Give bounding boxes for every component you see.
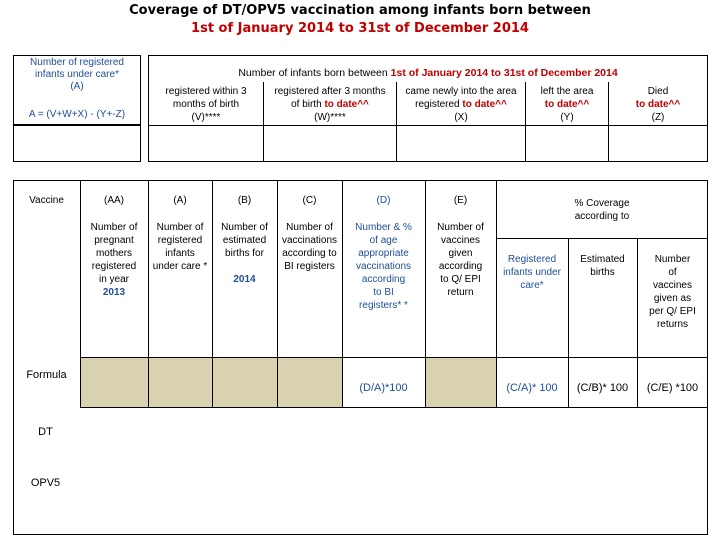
col-y-line1: left the area bbox=[540, 86, 594, 97]
coverage-header-l1: % Coverage bbox=[574, 198, 630, 209]
vaccine-header: Vaccine bbox=[29, 195, 64, 206]
col-w-line2-date: to date^^ bbox=[324, 99, 369, 110]
registered-infants-value-box bbox=[13, 125, 141, 162]
registered-infants-box bbox=[13, 55, 141, 125]
col-v-code: (V)**** bbox=[191, 112, 221, 123]
row-dt-label: DT bbox=[38, 426, 53, 438]
births-breakdown-table bbox=[148, 55, 708, 162]
cov-registered-l3: care* bbox=[520, 280, 544, 291]
page-title: Coverage of DT/OPV5 vaccination among in… bbox=[129, 3, 591, 18]
formula-shaded-cells-a bbox=[80, 357, 342, 407]
cov-qepi-l2: of bbox=[668, 267, 677, 278]
col-a-l4: under care * bbox=[152, 261, 208, 272]
col-a-l1: Number of bbox=[156, 222, 204, 233]
cov-estimated-l1: Estimated bbox=[580, 254, 625, 265]
cov-estimated-l2: births bbox=[590, 267, 615, 278]
col-e-code: (E) bbox=[453, 195, 468, 206]
col-w-line2-text: of birth bbox=[291, 99, 322, 110]
col-d-l1: Number & % bbox=[355, 222, 412, 233]
cov-qepi-l4: given as bbox=[653, 293, 692, 304]
col-x-line1: came newly into the area bbox=[405, 86, 517, 97]
formula-shaded-cell-e bbox=[425, 357, 496, 407]
col-c-l2: vaccinations bbox=[281, 235, 338, 246]
col-d-l7: registers* * bbox=[359, 300, 408, 311]
col-aa-l5: in year bbox=[98, 274, 129, 285]
col-e-l1: Number of bbox=[437, 222, 484, 233]
col-x-line2-date: to date^^ bbox=[462, 99, 507, 110]
col-x-line2-text: registered bbox=[415, 99, 460, 110]
col-c-l4: BI registers bbox=[284, 261, 335, 272]
formula-d: (D/A)*100 bbox=[359, 382, 408, 394]
col-b-l2: estimated bbox=[222, 235, 267, 246]
births-heading-prefix: Number of infants born between bbox=[238, 67, 388, 79]
col-b-code: (B) bbox=[237, 195, 252, 206]
registered-infants-label-1: Number of registered bbox=[30, 57, 124, 68]
cov-qepi-l6: returns bbox=[656, 319, 689, 330]
registered-infants-label-2: infants under care* bbox=[35, 69, 119, 80]
col-d-l6: to BI bbox=[373, 287, 394, 298]
col-b-l1: Number of bbox=[221, 222, 268, 233]
col-d-l5: according bbox=[361, 274, 406, 285]
formula-ca: (C/A)* 100 bbox=[506, 382, 558, 394]
col-a-l3: infants bbox=[165, 248, 195, 259]
col-w-code: (W)**** bbox=[314, 112, 346, 123]
col-d-l3: appropriate bbox=[358, 248, 409, 259]
col-aa-l2: pregnant bbox=[94, 235, 134, 246]
col-d-l4: vaccinations bbox=[355, 261, 412, 272]
formula-ce: (C/E) *100 bbox=[646, 382, 699, 394]
col-z-code: (Z) bbox=[651, 112, 665, 123]
col-c-l3: according to bbox=[282, 248, 337, 259]
col-e-l3: given bbox=[448, 248, 473, 259]
col-b-l3: births for bbox=[225, 248, 264, 259]
col-x-line2: registered to date^^ bbox=[397, 98, 525, 111]
col-aa-l4: registered bbox=[91, 261, 137, 272]
cov-registered-l1: Registered bbox=[507, 254, 557, 265]
births-heading-period: 1st of January 2014 to 31st of December … bbox=[390, 67, 618, 79]
col-c-code: (C) bbox=[302, 195, 317, 206]
col-w-line1: registered after 3 months bbox=[274, 86, 386, 97]
col-c-l1: Number of bbox=[286, 222, 333, 233]
col-aa-l1: Number of bbox=[90, 222, 138, 233]
formula-cb: (C/B)* 100 bbox=[576, 382, 629, 394]
col-aa-code: (AA) bbox=[104, 195, 124, 206]
formula-label: Formula bbox=[26, 369, 67, 381]
col-v-line2: months of birth bbox=[172, 99, 240, 110]
col-z-line2: to date^^ bbox=[635, 99, 681, 110]
row-opv5-label: OPV5 bbox=[30, 477, 61, 489]
cov-qepi-l5: per Q/ EPI bbox=[649, 306, 696, 317]
col-a-code: (A) bbox=[173, 195, 187, 206]
coverage-header-l2: according to bbox=[574, 211, 630, 222]
col-e-l2: vaccines bbox=[441, 235, 480, 246]
col-z-line1: Died bbox=[647, 86, 669, 97]
cov-registered-l2: infants under bbox=[503, 267, 561, 278]
registered-infants-formula: A = (V+W+X) - (Y+-Z) bbox=[28, 109, 126, 120]
registered-infants-label-3: (A) bbox=[70, 81, 84, 92]
col-y-code: (Y) bbox=[560, 112, 574, 123]
cov-qepi-l3: vaccines bbox=[653, 280, 692, 291]
col-d-code: (D) bbox=[376, 195, 391, 206]
col-b-year: 2014 bbox=[233, 274, 256, 285]
col-w-line2: of birth to date^^ bbox=[264, 98, 396, 111]
births-breakdown-heading: Number of infants born between 1st of Ja… bbox=[148, 67, 708, 80]
col-v-line1: registered within 3 bbox=[165, 86, 247, 97]
page-subtitle: 1st of January 2014 to 31st of December … bbox=[191, 21, 529, 36]
col-aa-year: 2013 bbox=[102, 287, 126, 298]
col-e-l4: according bbox=[438, 261, 483, 272]
col-e-l6: return bbox=[447, 287, 474, 298]
col-x-code: (X) bbox=[454, 112, 468, 123]
col-y-line2: to date^^ bbox=[544, 99, 590, 110]
col-aa-l3: mothers bbox=[95, 248, 133, 259]
col-e-l5: to Q/ EPI bbox=[440, 274, 481, 285]
col-d-l2: of age bbox=[369, 235, 398, 246]
cov-qepi-l1: Number bbox=[654, 254, 691, 265]
col-a-l2: registered bbox=[157, 235, 203, 246]
